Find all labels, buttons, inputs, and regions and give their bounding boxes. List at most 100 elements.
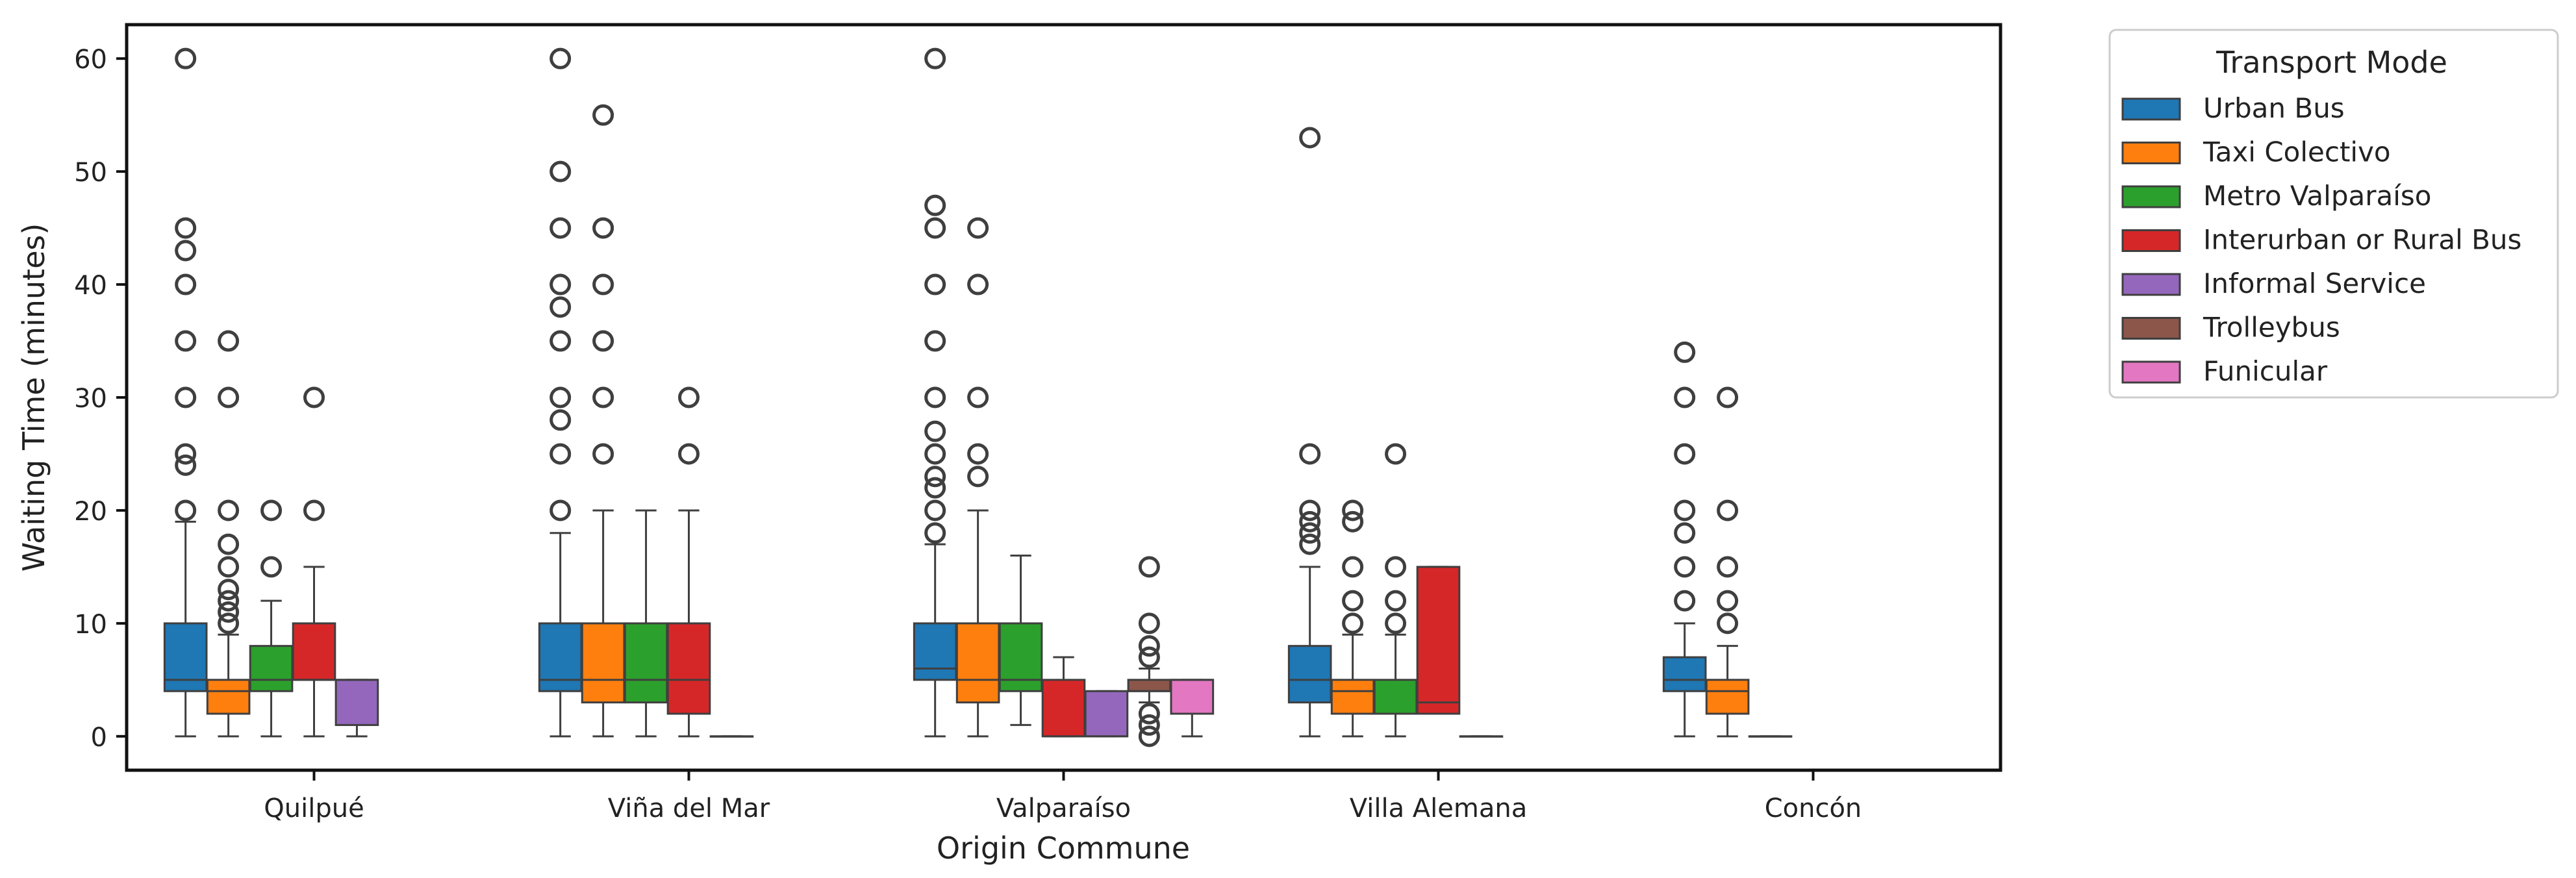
outlier-point (967, 466, 989, 488)
outlier-point (175, 454, 197, 476)
box-iqr (1330, 679, 1375, 715)
box-iqr (1041, 679, 1086, 738)
outlier-point (1717, 556, 1739, 578)
outlier-point (303, 499, 325, 521)
legend-label: Taxi Colectivo (2203, 136, 2391, 168)
x-tick-label: Villa Alemana (1350, 794, 1527, 823)
legend-item-interurban-or-rural-bus: Interurban or Rural Bus (2121, 224, 2521, 256)
box-vina-del-mar-informal-service (709, 735, 754, 738)
x-tick-label: Valparaíso (996, 794, 1131, 823)
outlier-point (1385, 590, 1407, 612)
box-iqr (292, 622, 336, 681)
outlier-point (1342, 510, 1364, 533)
outlier-point (218, 590, 240, 612)
outlier-point (592, 330, 614, 352)
outlier-point (592, 104, 614, 126)
legend-label: Urban Bus (2203, 92, 2345, 124)
box-valparaiso-taxi-colectivo (955, 217, 1000, 738)
legend-item-metro-valparaiso: Metro Valparaíso (2121, 180, 2431, 212)
outlier-point (678, 386, 700, 408)
y-axis-label: Waiting Time (minutes) (16, 223, 51, 572)
outlier-point (924, 386, 946, 408)
box-concon-taxi-colectivo (1705, 386, 1750, 738)
box-valparaiso-funicular (1170, 679, 1215, 738)
box-vina-del-mar-taxi-colectivo (581, 104, 625, 738)
legend-label: Interurban or Rural Bus (2203, 224, 2521, 256)
y-tick-label: 20 (74, 497, 107, 527)
outlier-point (218, 579, 240, 601)
box-iqr (955, 622, 1000, 704)
outlier-point (218, 556, 240, 578)
outlier-point (924, 217, 946, 239)
outlier-point (1342, 612, 1364, 634)
box-iqr (538, 622, 583, 692)
box-valparaiso-informal-service (1084, 690, 1129, 738)
box-quilpue-taxi-colectivo (206, 330, 251, 738)
outlier-point (678, 443, 700, 465)
y-tick-label: 10 (74, 610, 107, 640)
box-iqr (581, 622, 625, 704)
legend-title: Transport Mode (2216, 45, 2447, 80)
box-valparaiso-metro-valparaiso (998, 555, 1043, 726)
outlier-point (1674, 443, 1696, 465)
outlier-point (592, 386, 614, 408)
legend-frame (2108, 29, 2559, 399)
box-quilpue-metro-valparaiso (249, 499, 294, 738)
outlier-point (1138, 714, 1160, 736)
box-iqr (249, 645, 294, 692)
x-tick-label: Quilpué (264, 794, 364, 823)
box-iqr (1416, 566, 1461, 715)
outlier-point (967, 217, 989, 239)
outlier-point (549, 499, 572, 521)
outlier-point (967, 386, 989, 408)
outlier-point (967, 273, 989, 295)
outlier-point (1385, 443, 1407, 465)
outlier-point (260, 499, 283, 521)
y-tick-label: 60 (74, 45, 107, 75)
box-villa-alemana-urban-bus (1287, 127, 1332, 738)
legend-swatch (2121, 360, 2181, 384)
outlier-point (218, 612, 240, 634)
outlier-point (1674, 341, 1696, 363)
outlier-point (967, 443, 989, 465)
box-concon-urban-bus (1662, 341, 1707, 738)
outlier-point (549, 443, 572, 465)
outlier-point (1138, 703, 1160, 725)
box-iqr (163, 622, 208, 692)
outlier-point (1342, 556, 1364, 578)
box-iqr (335, 679, 379, 726)
outlier-point (924, 273, 946, 295)
y-tick-label: 0 (91, 723, 107, 753)
outlier-point (924, 420, 946, 442)
outlier-point (1299, 443, 1321, 465)
outlier-point (1717, 590, 1739, 612)
box-vina-del-mar-metro-valparaiso (624, 509, 668, 738)
outlier-point (218, 601, 240, 623)
x-tick-label: Viña del Mar (608, 794, 770, 823)
box-iqr (1287, 645, 1332, 704)
outlier-point (1138, 725, 1160, 747)
outlier-point (1385, 612, 1407, 634)
outlier-point (175, 330, 197, 352)
outlier-point (1138, 635, 1160, 657)
outlier-point (549, 386, 572, 408)
outlier-point (924, 443, 946, 465)
legend-item-taxi-colectivo: Taxi Colectivo (2121, 136, 2391, 168)
outlier-point (1674, 499, 1696, 521)
outlier-point (924, 47, 946, 69)
legend-swatch (2121, 273, 2181, 296)
box-villa-alemana-informal-service (1459, 735, 1504, 738)
outlier-point (549, 409, 572, 431)
box-iqr (1127, 679, 1172, 692)
outlier-point (924, 477, 946, 499)
y-tick-label: 40 (74, 271, 107, 301)
box-villa-alemana-taxi-colectivo (1330, 499, 1375, 738)
outlier-point (1674, 386, 1696, 408)
outlier-point (592, 217, 614, 239)
box-iqr (998, 622, 1043, 692)
outlier-point (924, 194, 946, 216)
outlier-point (175, 273, 197, 295)
box-quilpue-urban-bus (163, 47, 208, 738)
outlier-point (1138, 646, 1160, 668)
outlier-point (592, 443, 614, 465)
